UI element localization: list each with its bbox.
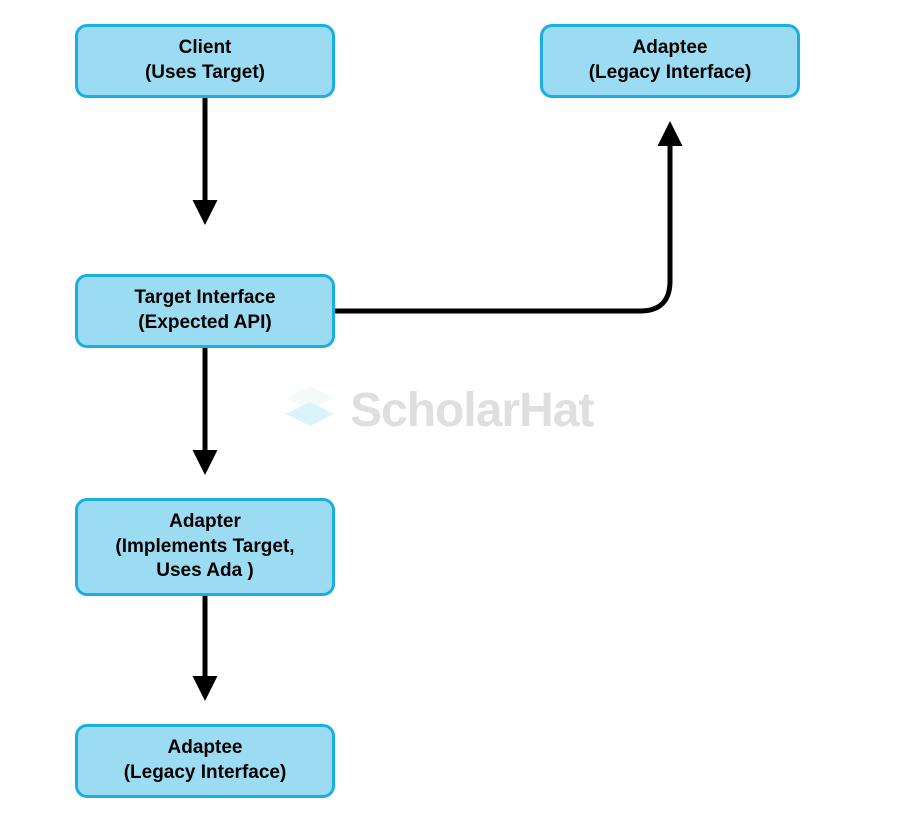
node-target-line1: Target Interface (134, 286, 275, 311)
arrows-layer (0, 0, 916, 829)
node-adaptee1: Adaptee(Legacy Interface) (540, 24, 800, 98)
edge-target-to-adaptee1 (335, 130, 670, 311)
watermark: ScholarHat (280, 380, 593, 440)
node-adaptee1-line2: (Legacy Interface) (589, 61, 752, 86)
node-target-line2: (Expected API) (138, 311, 271, 336)
node-client-line2: (Uses Target) (145, 61, 265, 86)
watermark-text: ScholarHat (350, 383, 593, 438)
node-adapter-line3: Uses Ada ) (156, 559, 254, 584)
node-adapter: Adapter(Implements Target,Uses Ada ) (75, 498, 335, 596)
node-client-line1: Client (179, 36, 232, 61)
scholarhat-icon (280, 380, 340, 440)
node-adaptee1-line1: Adaptee (633, 36, 708, 61)
node-adapter-line1: Adapter (169, 510, 241, 535)
node-adaptee2-line1: Adaptee (168, 736, 243, 761)
node-client: Client(Uses Target) (75, 24, 335, 98)
node-target: Target Interface(Expected API) (75, 274, 335, 348)
node-adapter-line2: (Implements Target, (115, 535, 294, 560)
node-adaptee2-line2: (Legacy Interface) (124, 761, 287, 786)
node-adaptee2: Adaptee(Legacy Interface) (75, 724, 335, 798)
